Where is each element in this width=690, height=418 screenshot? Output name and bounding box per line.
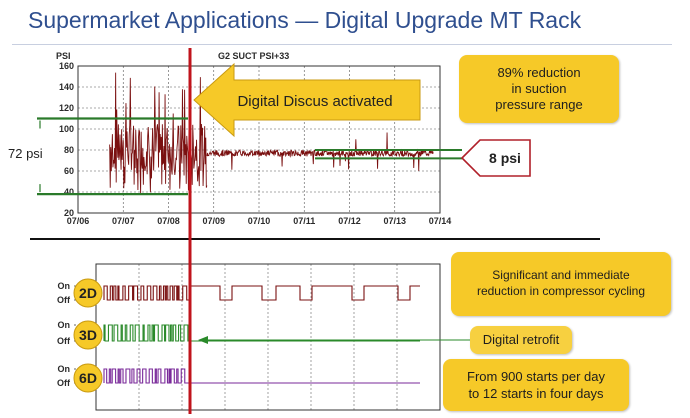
compressor-badge (73, 278, 103, 308)
tick-labels: 20 40 60 80 100 120 140 160 07/06 07/07 07/08 07/09… (56, 51, 451, 388)
y-tick-label: 160 (59, 61, 74, 71)
x-tick-label: 07/09 (202, 216, 225, 226)
compressor-badge (73, 363, 103, 393)
y-tick-label: 40 (64, 187, 74, 197)
compressor-badge-label: 6D (79, 370, 97, 386)
x-tick-label: 07/11 (293, 216, 315, 226)
compressor-badge (73, 320, 103, 350)
retrofit-label: Digital retrofit (470, 326, 572, 354)
plot-frame (77, 65, 441, 214)
y-tick-label: 60 (64, 166, 74, 176)
onoff-trace (103, 324, 420, 342)
chart-title: G2 SUCT PSI+33 (218, 51, 289, 61)
activation-label: Digital Discus activated (237, 93, 392, 110)
y-tick-label: 120 (59, 103, 74, 113)
state-on-label: On (58, 281, 71, 291)
range-after-callout (460, 139, 531, 177)
state-off-label: Off (57, 378, 71, 388)
cycling-note: Significant and immediate reduction in c… (451, 252, 671, 316)
x-tick-label: 07/06 (67, 216, 90, 226)
pressure-range-bands: 72 psi (8, 117, 462, 196)
state-off-label: Off (57, 295, 71, 305)
x-tick-label: 07/08 (157, 216, 180, 226)
x-tick-label: 07/10 (248, 216, 271, 226)
slide-title: Supermarket Applications — Digital Upgra… (28, 7, 582, 33)
y-tick-label: 100 (59, 124, 74, 134)
y-tick-label: 80 (64, 145, 74, 155)
x-tick-label: 07/13 (383, 216, 406, 226)
title-divider (12, 44, 672, 45)
x-tick-label: 07/07 (112, 216, 135, 226)
state-on-label: On (58, 320, 71, 330)
onoff-trace (103, 368, 420, 384)
onoff-series: 2D 3D 6D (73, 278, 420, 393)
state-off-label: Off (57, 336, 71, 346)
range-before-label: 72 psi (8, 146, 43, 161)
state-on-label: On (58, 364, 71, 374)
compressor-badge-label: 2D (79, 285, 97, 301)
x-tick-label: 07/14 (429, 216, 452, 226)
activation-callout (193, 62, 421, 138)
x-tick-label: 07/12 (338, 216, 361, 226)
retrofit-arrowhead (198, 336, 208, 344)
reduction-note: 89% reduction in suction pressure range (459, 55, 619, 123)
pressure-line-before (109, 72, 208, 194)
y-tick-label: 140 (59, 82, 74, 92)
compressor-badge-label: 3D (79, 327, 97, 343)
starts-note: From 900 starts per day to 12 starts in … (443, 359, 629, 411)
y-axis-label: PSI (56, 51, 71, 61)
pressure-line-after (206, 132, 434, 171)
onoff-trace (103, 285, 420, 301)
callout-arrows: 8 psi Digital Discus activated (193, 62, 531, 344)
y-tick-label: 20 (64, 208, 74, 218)
range-after-label: 8 psi (489, 150, 521, 166)
